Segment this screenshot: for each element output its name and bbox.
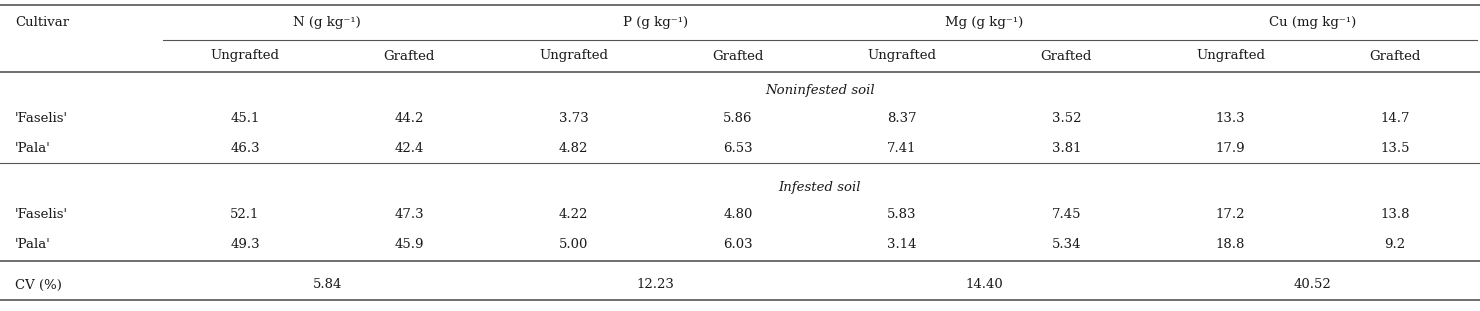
Text: 14.40: 14.40 xyxy=(965,278,1003,291)
Text: 13.3: 13.3 xyxy=(1215,112,1246,124)
Text: 3.52: 3.52 xyxy=(1052,112,1080,124)
Text: 4.82: 4.82 xyxy=(559,142,588,155)
Text: N (g kg⁻¹): N (g kg⁻¹) xyxy=(293,16,361,29)
Text: 'Pala': 'Pala' xyxy=(15,239,50,252)
Text: 'Faselis': 'Faselis' xyxy=(15,208,68,221)
Text: 4.22: 4.22 xyxy=(559,208,588,221)
Text: Ungrafted: Ungrafted xyxy=(1196,49,1265,63)
Text: 12.23: 12.23 xyxy=(636,278,675,291)
Text: 4.80: 4.80 xyxy=(724,208,752,221)
Text: 5.84: 5.84 xyxy=(312,278,342,291)
Text: Ungrafted: Ungrafted xyxy=(539,49,608,63)
Text: 5.00: 5.00 xyxy=(559,239,588,252)
Text: 40.52: 40.52 xyxy=(1294,278,1332,291)
Text: 45.9: 45.9 xyxy=(395,239,423,252)
Text: 17.2: 17.2 xyxy=(1217,208,1245,221)
Text: 17.9: 17.9 xyxy=(1215,142,1246,155)
Text: P (g kg⁻¹): P (g kg⁻¹) xyxy=(623,16,688,29)
Text: 44.2: 44.2 xyxy=(395,112,423,124)
Text: 45.1: 45.1 xyxy=(231,112,259,124)
Text: Grafted: Grafted xyxy=(1369,49,1421,63)
Text: Cultivar: Cultivar xyxy=(15,16,70,29)
Text: 8.37: 8.37 xyxy=(887,112,918,124)
Text: 'Pala': 'Pala' xyxy=(15,142,50,155)
Text: 46.3: 46.3 xyxy=(229,142,260,155)
Text: 13.8: 13.8 xyxy=(1381,208,1409,221)
Text: 9.2: 9.2 xyxy=(1384,239,1406,252)
Text: Grafted: Grafted xyxy=(1040,49,1092,63)
Text: 5.34: 5.34 xyxy=(1052,239,1080,252)
Text: Noninfested soil: Noninfested soil xyxy=(765,84,875,97)
Text: Ungrafted: Ungrafted xyxy=(867,49,937,63)
Text: Grafted: Grafted xyxy=(383,49,435,63)
Text: 47.3: 47.3 xyxy=(394,208,425,221)
Text: 'Faselis': 'Faselis' xyxy=(15,112,68,124)
Text: 42.4: 42.4 xyxy=(395,142,423,155)
Text: 7.41: 7.41 xyxy=(888,142,916,155)
Text: Ungrafted: Ungrafted xyxy=(210,49,280,63)
Text: 52.1: 52.1 xyxy=(231,208,259,221)
Text: 18.8: 18.8 xyxy=(1217,239,1245,252)
Text: 7.45: 7.45 xyxy=(1052,208,1080,221)
Text: Grafted: Grafted xyxy=(712,49,764,63)
Text: Infested soil: Infested soil xyxy=(778,181,861,194)
Text: 6.03: 6.03 xyxy=(722,239,753,252)
Text: 14.7: 14.7 xyxy=(1381,112,1409,124)
Text: Cu (mg kg⁻¹): Cu (mg kg⁻¹) xyxy=(1270,16,1356,29)
Text: 49.3: 49.3 xyxy=(229,239,260,252)
Text: 5.86: 5.86 xyxy=(724,112,752,124)
Text: CV (%): CV (%) xyxy=(15,278,62,291)
Text: 5.83: 5.83 xyxy=(888,208,916,221)
Text: 3.73: 3.73 xyxy=(558,112,589,124)
Text: 3.81: 3.81 xyxy=(1052,142,1080,155)
Text: 13.5: 13.5 xyxy=(1381,142,1409,155)
Text: 3.14: 3.14 xyxy=(888,239,916,252)
Text: Mg (g kg⁻¹): Mg (g kg⁻¹) xyxy=(946,16,1023,29)
Text: 6.53: 6.53 xyxy=(722,142,753,155)
